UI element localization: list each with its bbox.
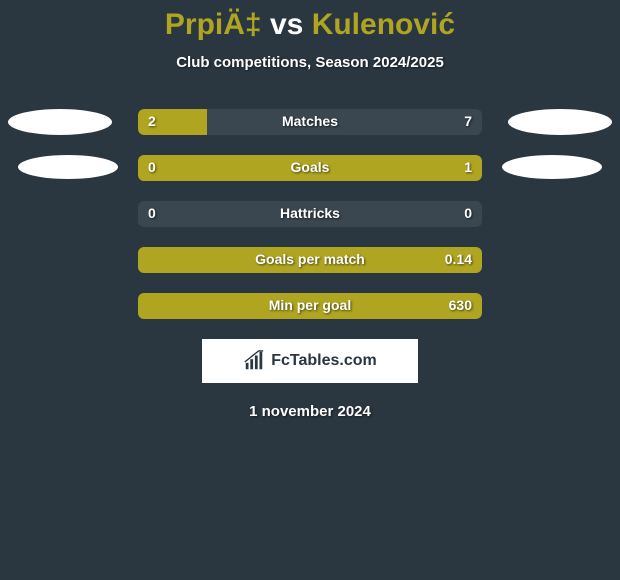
subtitle: Club competitions, Season 2024/2025 — [0, 54, 620, 71]
stat-bar: 0 Hattricks 0 — [138, 201, 482, 227]
stat-label: Goals — [138, 159, 482, 175]
chart-icon — [243, 350, 265, 372]
stat-value-right: 7 — [464, 113, 472, 129]
stats-area: 2 Matches 7 0 Goals 1 0 Hattricks — [0, 109, 620, 321]
stat-label: Goals per match — [138, 251, 482, 267]
stat-value-right: 0.14 — [445, 251, 472, 267]
stat-value-right: 1 — [464, 159, 472, 175]
player2-name: Kulenović — [312, 8, 455, 41]
stat-bar: Goals per match 0.14 — [138, 247, 482, 273]
logo-text: FcTables.com — [271, 352, 377, 370]
player2-badge — [508, 109, 612, 135]
stat-row-goals: 0 Goals 1 — [0, 155, 620, 183]
player1-badge — [18, 155, 118, 179]
logo: FcTables.com — [243, 350, 377, 372]
player1-name: PrpiÄ‡ — [165, 8, 262, 41]
stat-row-min-per-goal: Min per goal 630 — [0, 293, 620, 321]
stat-row-matches: 2 Matches 7 — [0, 109, 620, 137]
player1-badge — [8, 109, 112, 135]
player2-badge — [502, 155, 602, 179]
stat-value-right: 0 — [464, 205, 472, 221]
page-title: PrpiÄ‡ vs Kulenović — [0, 8, 620, 42]
stat-bar: Min per goal 630 — [138, 293, 482, 319]
stat-label: Min per goal — [138, 297, 482, 313]
stat-value-right: 630 — [449, 297, 472, 313]
logo-box[interactable]: FcTables.com — [202, 339, 418, 383]
stat-row-goals-per-match: Goals per match 0.14 — [0, 247, 620, 275]
stat-label: Hattricks — [138, 205, 482, 221]
date-line: 1 november 2024 — [0, 403, 620, 420]
comparison-card: PrpiÄ‡ vs Kulenović Club competitions, S… — [0, 0, 620, 420]
stat-bar: 0 Goals 1 — [138, 155, 482, 181]
stat-bar: 2 Matches 7 — [138, 109, 482, 135]
stat-label: Matches — [138, 113, 482, 129]
vs-label: vs — [270, 8, 303, 41]
stat-row-hattricks: 0 Hattricks 0 — [0, 201, 620, 229]
